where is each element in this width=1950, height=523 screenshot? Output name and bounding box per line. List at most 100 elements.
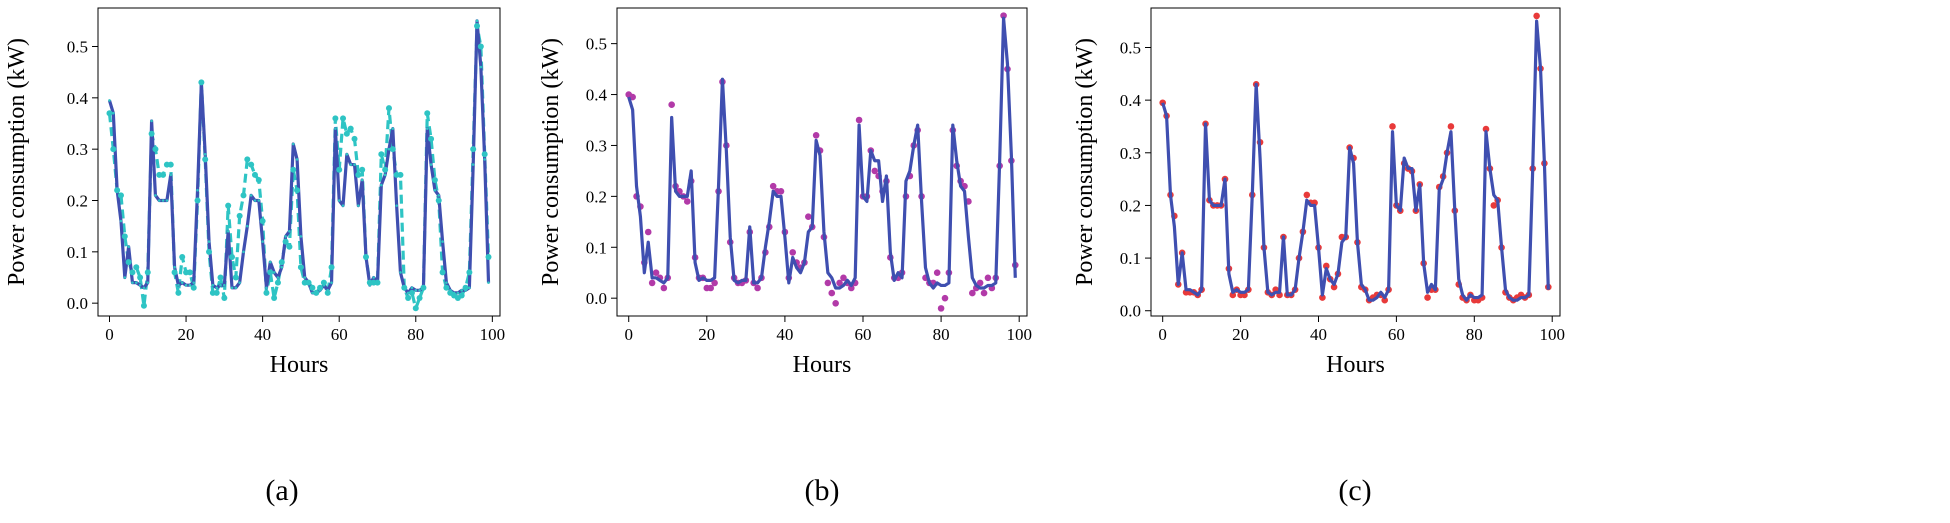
target-point <box>414 289 418 292</box>
target-point <box>207 240 211 243</box>
prediction-point <box>644 228 652 236</box>
target-point <box>253 199 257 202</box>
prediction-point <box>711 279 718 287</box>
prediction-point <box>443 284 450 291</box>
prediction-point <box>317 284 324 291</box>
prediction-point <box>171 269 178 276</box>
target-point <box>391 127 395 130</box>
prediction-point <box>832 299 839 307</box>
prediction-point <box>309 284 316 291</box>
prediction-point <box>117 192 124 199</box>
prediction-point <box>1389 123 1396 130</box>
prediction-point <box>431 176 438 183</box>
prediction-point <box>290 166 297 173</box>
target-point <box>475 19 479 23</box>
target-point <box>272 271 276 274</box>
target-point <box>177 283 180 287</box>
prediction-point <box>121 233 128 240</box>
prediction-point <box>707 284 715 292</box>
target-point <box>284 235 287 238</box>
target-point <box>154 194 157 197</box>
prediction-point <box>320 279 327 286</box>
y-tick-label: 0.0 <box>586 289 607 308</box>
prediction-point <box>347 125 354 132</box>
prediction-point <box>474 22 481 29</box>
prediction-point <box>458 292 465 299</box>
prediction-point <box>1303 191 1311 199</box>
target-point <box>180 281 184 284</box>
prediction-point <box>336 166 343 173</box>
x-tick-label: 20 <box>1232 325 1249 344</box>
y-axis-label: Power consumption (kW) <box>1072 38 1098 286</box>
prediction-point <box>980 289 988 297</box>
prediction-point <box>140 302 147 309</box>
target-point <box>131 281 134 284</box>
prediction-point <box>259 218 266 225</box>
prediction-point <box>110 146 117 153</box>
target-point <box>429 163 433 166</box>
target-point <box>479 65 483 69</box>
target-point <box>188 283 192 287</box>
chart-panel-b: 0 20 40 60 80 100 0.0 0.1 0.2 0.3 0.4 0.5 Hours Power… <box>538 7 1032 507</box>
prediction-point <box>213 289 220 296</box>
prediction-point <box>824 279 832 287</box>
x-tick-label: 60 <box>855 325 872 344</box>
target-point <box>196 188 199 192</box>
x-tick-label: 100 <box>480 325 506 344</box>
plot-frame <box>616 7 1028 317</box>
prediction-point <box>129 269 136 276</box>
x-tick-label: 40 <box>254 325 271 344</box>
x-tick-label: 20 <box>178 325 195 344</box>
target-point <box>471 163 475 166</box>
prediction-point <box>267 269 274 276</box>
target-point <box>257 199 261 202</box>
y-axis-label: Power consumption (kW) <box>4 38 30 286</box>
prediction-point <box>378 151 385 158</box>
target-point <box>437 194 441 197</box>
target-point <box>265 286 268 290</box>
prediction-point <box>1490 202 1498 209</box>
plot-frame <box>97 7 501 317</box>
y-tick-label: 0.4 <box>586 86 608 105</box>
y-tick-label: 0.5 <box>586 35 607 54</box>
chart-panel-a: 0 20 40 60 80 100 0.0 0.1 0.2 0.3 0.4 0.5 Hours Power… <box>4 7 506 507</box>
x-tick-label: 40 <box>776 325 793 344</box>
target-point <box>314 291 318 295</box>
prediction-point <box>847 284 855 292</box>
prediction-point <box>1330 283 1338 291</box>
target-point <box>142 286 146 290</box>
prediction-point <box>754 284 761 292</box>
target-point <box>380 183 383 187</box>
target-point <box>242 250 245 254</box>
prediction-point <box>225 202 232 209</box>
target-point <box>112 111 115 115</box>
target-point <box>406 291 410 295</box>
prediction-point <box>439 269 446 276</box>
prediction-point <box>359 166 366 173</box>
prediction-point <box>206 248 213 255</box>
y-tick-label: 0.3 <box>67 140 88 159</box>
target-point <box>303 276 307 279</box>
prediction-point <box>294 187 301 194</box>
y-tick-label: 0.0 <box>67 294 88 313</box>
prediction-point <box>485 253 492 260</box>
target-point <box>368 283 372 287</box>
prediction-point <box>240 192 247 199</box>
target-point <box>337 199 341 202</box>
prediction-point <box>278 259 285 266</box>
x-tick-label: 0 <box>105 325 114 344</box>
prediction-point <box>1381 296 1389 304</box>
target-point <box>441 240 444 243</box>
prediction-point <box>271 295 278 302</box>
target-point <box>326 289 330 292</box>
target-point <box>280 265 284 269</box>
x-tick-label: 80 <box>933 325 950 344</box>
target-point <box>184 283 188 287</box>
prediction-point <box>976 279 984 287</box>
target-point <box>399 271 402 274</box>
y-tick-label: 0.1 <box>1120 249 1141 268</box>
prediction-point <box>244 156 251 163</box>
target-point <box>268 260 272 264</box>
y-tick-label: 0.1 <box>586 238 607 257</box>
target-point <box>276 276 280 279</box>
